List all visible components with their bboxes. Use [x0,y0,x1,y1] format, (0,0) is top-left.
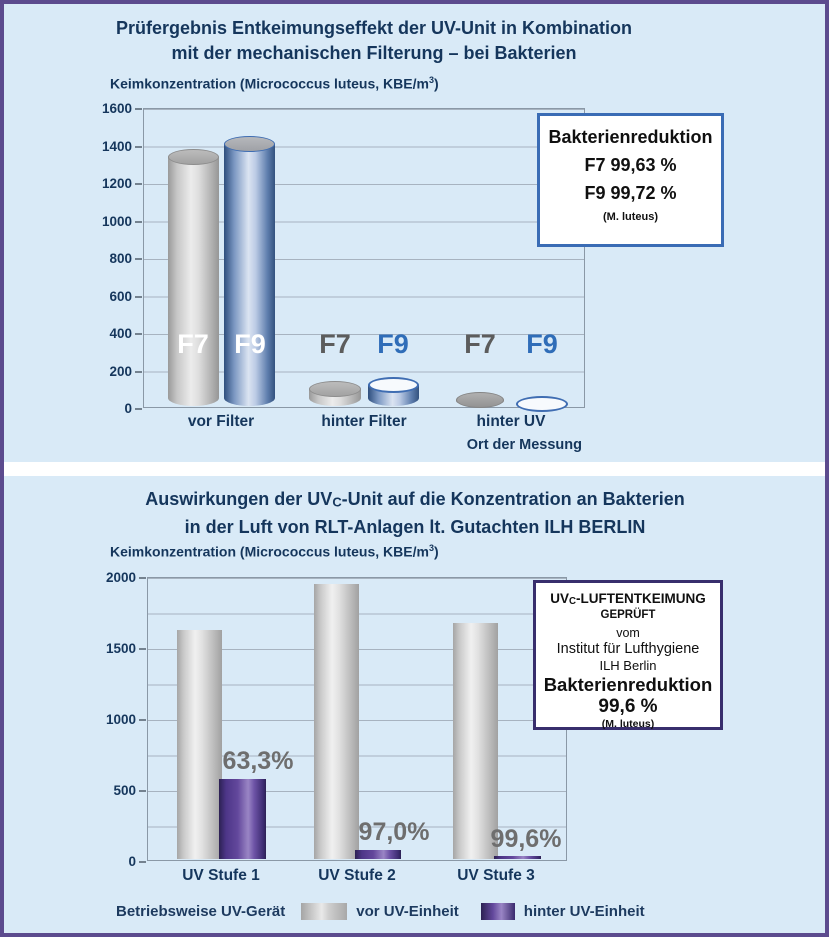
box-header: UVC-LUFTENTKEIMUNG [550,591,706,608]
ytick: 800 [90,251,142,266]
bottom-y-axis-unit: Keimkonzentration (Micrococcus luteus, K… [110,543,439,560]
bar-vor-uv-stufe3 [453,623,498,859]
pct-label-stufe3: 99,6% [490,825,562,853]
ytick: 0 [90,401,142,416]
series-label-f7: F7 [464,329,496,359]
ytick: 1400 [90,139,142,154]
legend-swatch-vor-uv [301,902,348,920]
cylinder-f9-hinter-uv [516,396,568,412]
cylinder-f9-hinter-filter [368,377,419,406]
top-plot-area: 1600 1400 1200 1000 800 600 400 200 0 F7… [102,101,585,453]
ytick: 400 [90,326,142,341]
cylinder-f7-hinter-uv [456,392,504,408]
box-line-vom: vom [616,626,640,641]
cylinder-f7-hinter-filter [309,381,361,406]
xtick-uv-stufe1: UV Stufe 1 [182,867,260,884]
top-x-axis-label: Ort der Messung [466,437,582,453]
legend: Betriebsweise UV-Gerät vor UV-Einheit hi… [116,901,645,921]
bacteria-reduction-box: Bakterienreduktion F7 99,63 % F9 99,72 %… [537,113,724,247]
box-title: Bakterienreduktion [548,127,713,147]
top-chart-title-line2: mit der mechanischen Filterung – bei Bak… [171,43,577,63]
pct-label-stufe1: 63,3% [222,747,294,775]
xtick-uv-stufe3: UV Stufe 3 [457,867,535,884]
bar-hinter-uv-stufe2 [355,850,401,859]
ytick: 1000 [94,712,146,727]
bottom-plot-area: 2000 1500 1000 500 0 63,3% 97,0% 99,6% U… [106,570,567,884]
ytick: 0 [94,854,146,869]
box-line-institut: Institut für Lufthygiene [556,641,700,658]
bar-hinter-uv-stufe3 [494,856,541,859]
legend-item-vor-uv: vor UV-Einheit [356,902,459,920]
series-label-f7: F7 [177,329,209,359]
ytick: 2000 [94,570,146,585]
box-note: (M. luteus) [603,211,658,223]
series-label-f9: F9 [526,329,558,359]
uvc-certification-box: UVC-LUFTENTKEIMUNG GEPRÜFT vom Institut … [533,580,723,730]
legend-title: Betriebsweise UV-Gerät [116,902,286,920]
box-line-reduktion: Bakterienreduktion [543,674,713,696]
box-f9-value: F9 99,72 % [584,183,677,203]
ytick: 1500 [94,641,146,656]
xtick-uv-stufe2: UV Stufe 2 [318,867,396,884]
box-f7-value: F7 99,63 % [584,155,677,175]
ytick: 1200 [90,176,142,191]
series-label-f9: F9 [234,329,266,359]
ytick: 1600 [90,101,142,116]
panel-divider [4,462,825,476]
series-label-f7: F7 [319,329,351,359]
xtick-vor-filter: vor Filter [187,413,255,430]
ytick: 200 [90,364,142,379]
bottom-chart-title-line1: Auswirkungen der UVC-Unit auf die Konzen… [145,489,685,510]
ytick: 1000 [90,214,142,229]
box-line-geprueft: GEPRÜFT [600,609,656,622]
cylinder-f7-vor-filter [168,148,219,406]
box-note: (M. luteus) [601,718,655,731]
bottom-chart-title-line2: in der Luft von RLT-Anlagen lt. Gutachte… [184,516,646,537]
top-chart-title: Prüfergebnis Entkeimungseffekt der UV-Un… [59,16,689,66]
legend-swatch-hinter-uv [480,902,515,920]
ytick: 500 [94,783,146,798]
xtick-hinter-uv: hinter UV [476,413,546,430]
bar-vor-uv-stufe2 [314,583,359,859]
ytick: 600 [90,289,142,304]
bar-vor-uv-stufe1 [177,630,222,859]
top-chart-title-line1: Prüfergebnis Entkeimungseffekt der UV-Un… [115,18,633,38]
box-line-ilh: ILH Berlin [599,658,657,674]
cylinder-f9-vor-filter [224,135,275,406]
top-y-axis-unit: Keimkonzentration (Micrococcus luteus, K… [110,75,439,92]
bottom-chart-title: Auswirkungen der UVC-Unit auf die Konzen… [95,487,735,540]
series-label-f9: F9 [377,329,409,359]
xtick-hinter-filter: hinter Filter [321,413,407,430]
bar-hinter-uv-stufe1 [219,779,266,859]
legend-item-hinter-uv: hinter UV-Einheit [523,902,645,920]
pct-label-stufe2: 97,0% [358,818,430,846]
box-line-percent: 99,6 % [598,696,658,718]
